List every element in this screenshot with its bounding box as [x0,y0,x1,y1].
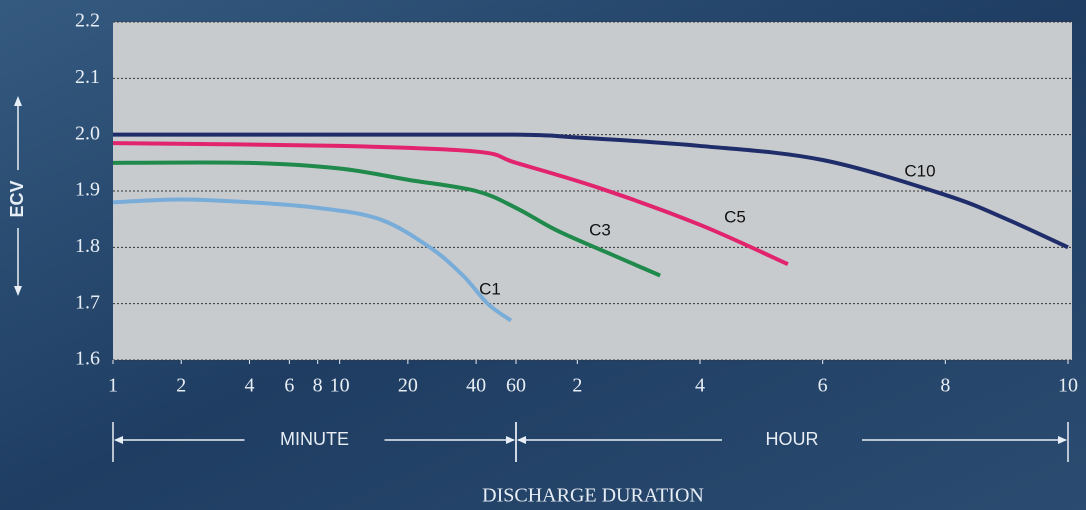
bracket-arrow [506,436,515,444]
y-arrow-head [14,96,22,106]
x-tick-label: 60 [506,375,526,397]
series-label: C5 [724,207,746,226]
y-tick-label: 1.7 [75,291,100,313]
curve [112,197,513,323]
bracket-arrow [114,436,123,444]
x-tick-label: 8 [940,375,950,397]
y-tick-label: 1.9 [75,179,100,201]
y-tick-label: 2.1 [75,66,100,88]
x-tick-label: 4 [695,375,705,397]
y-tick-label: 1.6 [75,348,100,370]
y-axis-label: ECV [7,180,27,217]
series-label: C10 [904,161,935,180]
x-tick-label: 10 [330,375,350,397]
unit-label: HOUR [766,429,819,449]
curve [112,141,789,267]
bracket-arrow [1058,436,1067,444]
x-tick-label: 4 [244,375,254,397]
x-tick-label: 6 [284,375,294,397]
x-tick-label: 8 [313,375,323,397]
x-tick-label: 1 [108,375,118,397]
series-label: C1 [479,279,501,298]
y-tick-label: 1.8 [75,235,100,257]
y-tick-label: 2.2 [75,10,100,32]
curve [113,132,1069,250]
y-tick-label: 2.0 [75,122,100,144]
x-tick-label: 40 [466,375,486,397]
x-axis-label: DISCHARGE DURATION [482,485,704,507]
x-tick-label: 10 [1058,375,1078,397]
plot-area [113,22,1072,360]
series-label: C3 [589,220,611,239]
x-tick-label: 6 [818,375,828,397]
curve [112,160,661,278]
y-arrow-head [14,286,22,296]
x-tick-label: 2 [176,375,186,397]
bracket-arrow [517,436,526,444]
unit-label: MINUTE [280,429,349,449]
x-tick-label: 2 [572,375,582,397]
x-tick-label: 20 [398,375,418,397]
